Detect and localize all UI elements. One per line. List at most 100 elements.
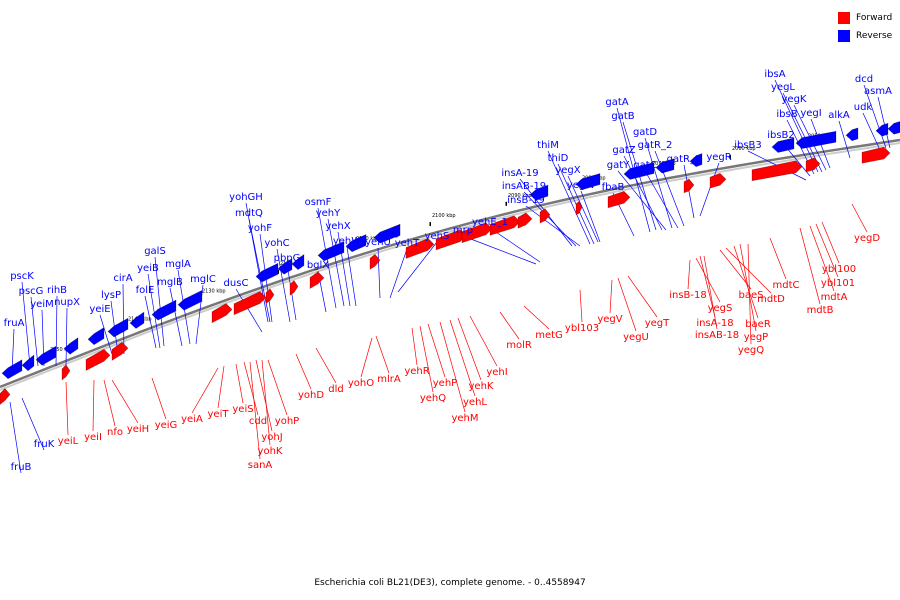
- tick-label-6: 2090 kbp: [508, 193, 532, 199]
- forward-gene-arrow-16: [575, 200, 583, 216]
- tick-mark-3: [277, 269, 279, 274]
- tick-label-5: 2100 kbp: [432, 213, 456, 219]
- reverse-gene-label-asma: asmA: [864, 86, 892, 97]
- forward-gene-leader-baer: [733, 245, 759, 319]
- reverse-gene-label-dusc: dusC: [224, 278, 249, 289]
- reverse-gene-label-yegl: yegL: [771, 82, 795, 93]
- reverse-gene-label-gata: gatA: [605, 97, 628, 108]
- forward-gene-label-yeig: yeiG: [155, 420, 178, 431]
- reverse-gene-label-frub: fruB: [11, 462, 32, 473]
- forward-gene-leader-metg: [523, 305, 550, 330]
- forward-gene-arrow-3: [111, 341, 129, 361]
- reverse-gene-label-yegr: yegR: [706, 152, 731, 163]
- forward-gene-arrow-20: [751, 160, 803, 182]
- reverse-gene-leader-yegl: [782, 92, 823, 173]
- reverse-gene-label-ibsb2: ibsB2: [767, 130, 795, 141]
- reverse-gene-leader-udk: [862, 112, 881, 151]
- forward-gene-label-ybl103: ybl103: [565, 323, 599, 334]
- tick-label-9: 2060 kbp: [732, 146, 756, 152]
- forward-gene-leader-yegu: [617, 277, 637, 332]
- reverse-gene-label-yeim: yeiM: [30, 299, 53, 310]
- forward-gene-leader-yehk: [457, 317, 482, 381]
- reverse-gene-arrow-9: [255, 262, 279, 283]
- forward-gene-label-yehp: yehP: [433, 378, 457, 389]
- reverse-gene-label-lysp: lysP: [101, 290, 121, 301]
- forward-gene-label-yohp: yohP: [275, 416, 299, 427]
- forward-gene-leader-yegq: [747, 243, 752, 345]
- forward-gene-label-yeil: yeiL: [58, 436, 79, 447]
- reverse-gene-leader-cira: [122, 283, 125, 355]
- forward-gene-arrow-13: [489, 215, 521, 236]
- reverse-gene-label-mglb: mglB: [157, 277, 183, 288]
- reverse-gene-arrow-11: [291, 253, 305, 270]
- reverse-gene-label-fruk: fruK: [34, 439, 55, 450]
- reverse-gene-leader-frua: [11, 328, 15, 373]
- forward-gene-label-ybl101: ybl101: [821, 278, 855, 289]
- reverse-gene-label-thim: thiM: [537, 140, 559, 151]
- reverse-gene-leader-gatr-2: [654, 150, 685, 227]
- forward-gene-leader-yegt: [627, 275, 658, 318]
- forward-gene-label-insb-18: insB-18: [669, 290, 707, 301]
- forward-gene-label-mdtd: mdtD: [757, 294, 785, 305]
- forward-gene-leader-yohd: [295, 353, 312, 390]
- forward-gene-label-yehr: yehR: [404, 366, 429, 377]
- genome-caption: Escherichia coli BL21(DE3), complete gen…: [314, 578, 586, 588]
- reverse-gene-label-gaty: gatY: [607, 160, 630, 171]
- forward-gene-leader-yeit: [217, 365, 225, 409]
- forward-gene-leader-yeih: [111, 379, 139, 424]
- forward-gene-arrow-1: [61, 364, 71, 381]
- reverse-gene-arrow-5: [107, 317, 129, 338]
- forward-gene-leader-yehm: [439, 321, 466, 413]
- forward-gene-label-yeia: yeiA: [181, 414, 203, 425]
- forward-gene-leader-nfo: [103, 379, 116, 427]
- forward-gene-label-yehm: yehM: [451, 413, 478, 424]
- genome-backbone: [0, 138, 900, 389]
- reverse-gene-leader-gatc: [644, 170, 679, 229]
- forward-gene-leader-yeis: [235, 363, 244, 404]
- forward-gene-leader-yegp: [739, 243, 757, 332]
- forward-gene-arrow-21: [805, 157, 821, 173]
- reverse-gene-label-osmf: osmF: [305, 197, 332, 208]
- forward-gene-leader-insa-18: [699, 255, 716, 318]
- reverse-gene-leader-yegr: [699, 162, 720, 217]
- legend-item-reverse: Reverse: [838, 27, 892, 45]
- forward-gene-label-insa-18: insA-18: [696, 318, 733, 329]
- reverse-gene-label-bglx: bglX: [307, 260, 329, 271]
- forward-gene-arrow-15: [539, 208, 551, 224]
- forward-gene-label-molr: molR: [506, 340, 532, 351]
- reverse-gene-label-yehu: yehU: [365, 237, 391, 248]
- reverse-gene-label-fbab: fbaB: [602, 182, 625, 193]
- reverse-gene-label-yohc: yohC: [264, 238, 289, 249]
- reverse-gene-label-yehx: yehX: [325, 221, 350, 232]
- forward-gene-leader-yohk: [261, 359, 271, 446]
- reverse-gene-leader-alka: [838, 120, 851, 159]
- forward-gene-arrow-7: [289, 280, 299, 296]
- forward-gene-leader-yohj: [255, 359, 273, 432]
- reverse-gene-leader-yeie: [99, 314, 113, 355]
- forward-gene-label-mdtc: mdtC: [773, 280, 800, 291]
- forward-gene-label-yeih: yeiH: [127, 424, 149, 435]
- backbone-shadow: [0, 142, 900, 391]
- tick-label-4: 2110 kbp: [356, 236, 380, 242]
- forward-gene-leader-cdd: [243, 361, 259, 416]
- forward-gene-arrow-12: [461, 222, 493, 244]
- reverse-gene-arrow-25: [887, 121, 900, 135]
- reverse-gene-label-yehy: yehY: [316, 208, 341, 219]
- reverse-gene-label-yeie: yeiE: [89, 304, 110, 315]
- reverse-gene-leader-yehe-1: [489, 227, 541, 263]
- reverse-gene-leader-yehu: [377, 247, 381, 299]
- reverse-gene-label-insab-19: insAB-19: [502, 181, 546, 192]
- reverse-gene-label-gatr-2: gatR_2: [638, 140, 673, 151]
- reverse-gene-arrow-3: [63, 337, 79, 355]
- reverse-gene-leader-dusc: [235, 288, 263, 333]
- forward-gene-arrow-4: [211, 303, 233, 324]
- forward-gene-leader-yoho: [360, 337, 373, 378]
- tick-mark-6: [505, 201, 507, 206]
- reverse-gene-label-yohgh: yohGH: [229, 192, 263, 203]
- forward-gene-leader-yehp: [427, 323, 446, 378]
- legend-label-forward: Forward: [856, 13, 893, 23]
- forward-gene-leader-yegd: [851, 203, 868, 233]
- forward-gene-leader-yeig: [151, 377, 167, 420]
- reverse-gene-label-gals: galS: [144, 246, 166, 257]
